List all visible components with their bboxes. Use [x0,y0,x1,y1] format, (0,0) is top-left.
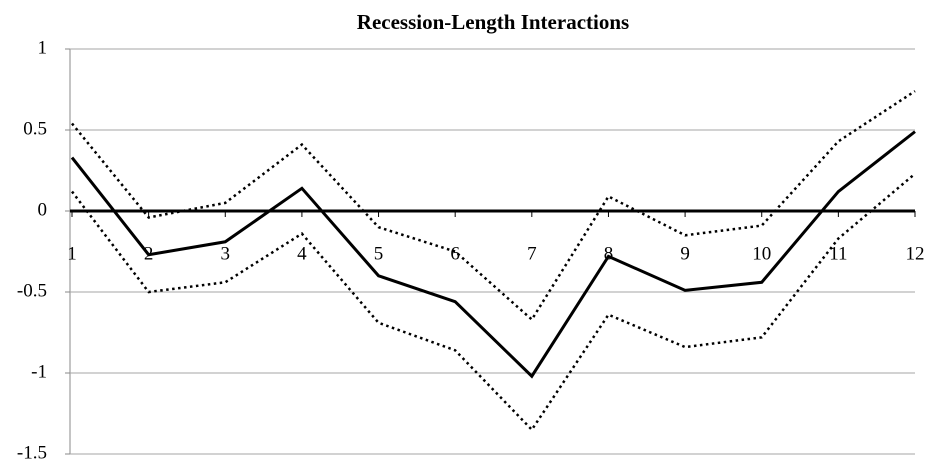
y-tick-label: -0.5 [17,280,47,301]
bound-line [71,90,916,322]
x-tick-label: 9 [680,243,690,264]
bound-line [71,172,916,432]
y-tick-label: -1.5 [17,442,47,463]
x-tick-label: 7 [527,243,537,264]
y-tick-label: 1 [38,37,48,58]
x-tick-label: 10 [752,243,771,264]
y-tick-label: 0.5 [23,118,47,139]
chart-title: Recession-Length Interactions [357,10,629,34]
y-tick-label: -1 [31,361,47,382]
y-tick-label: 0 [38,199,48,220]
x-tick-label: 12 [906,243,925,264]
x-tick-label: 3 [221,243,231,264]
main-line [70,130,916,379]
x-tick-label: 4 [297,243,307,264]
x-tick-label: 6 [450,243,460,264]
x-tick-label: 11 [829,243,847,264]
x-tick-label: 1 [67,243,77,264]
x-tick-label: 8 [604,243,614,264]
x-tick-label: 5 [374,243,384,264]
